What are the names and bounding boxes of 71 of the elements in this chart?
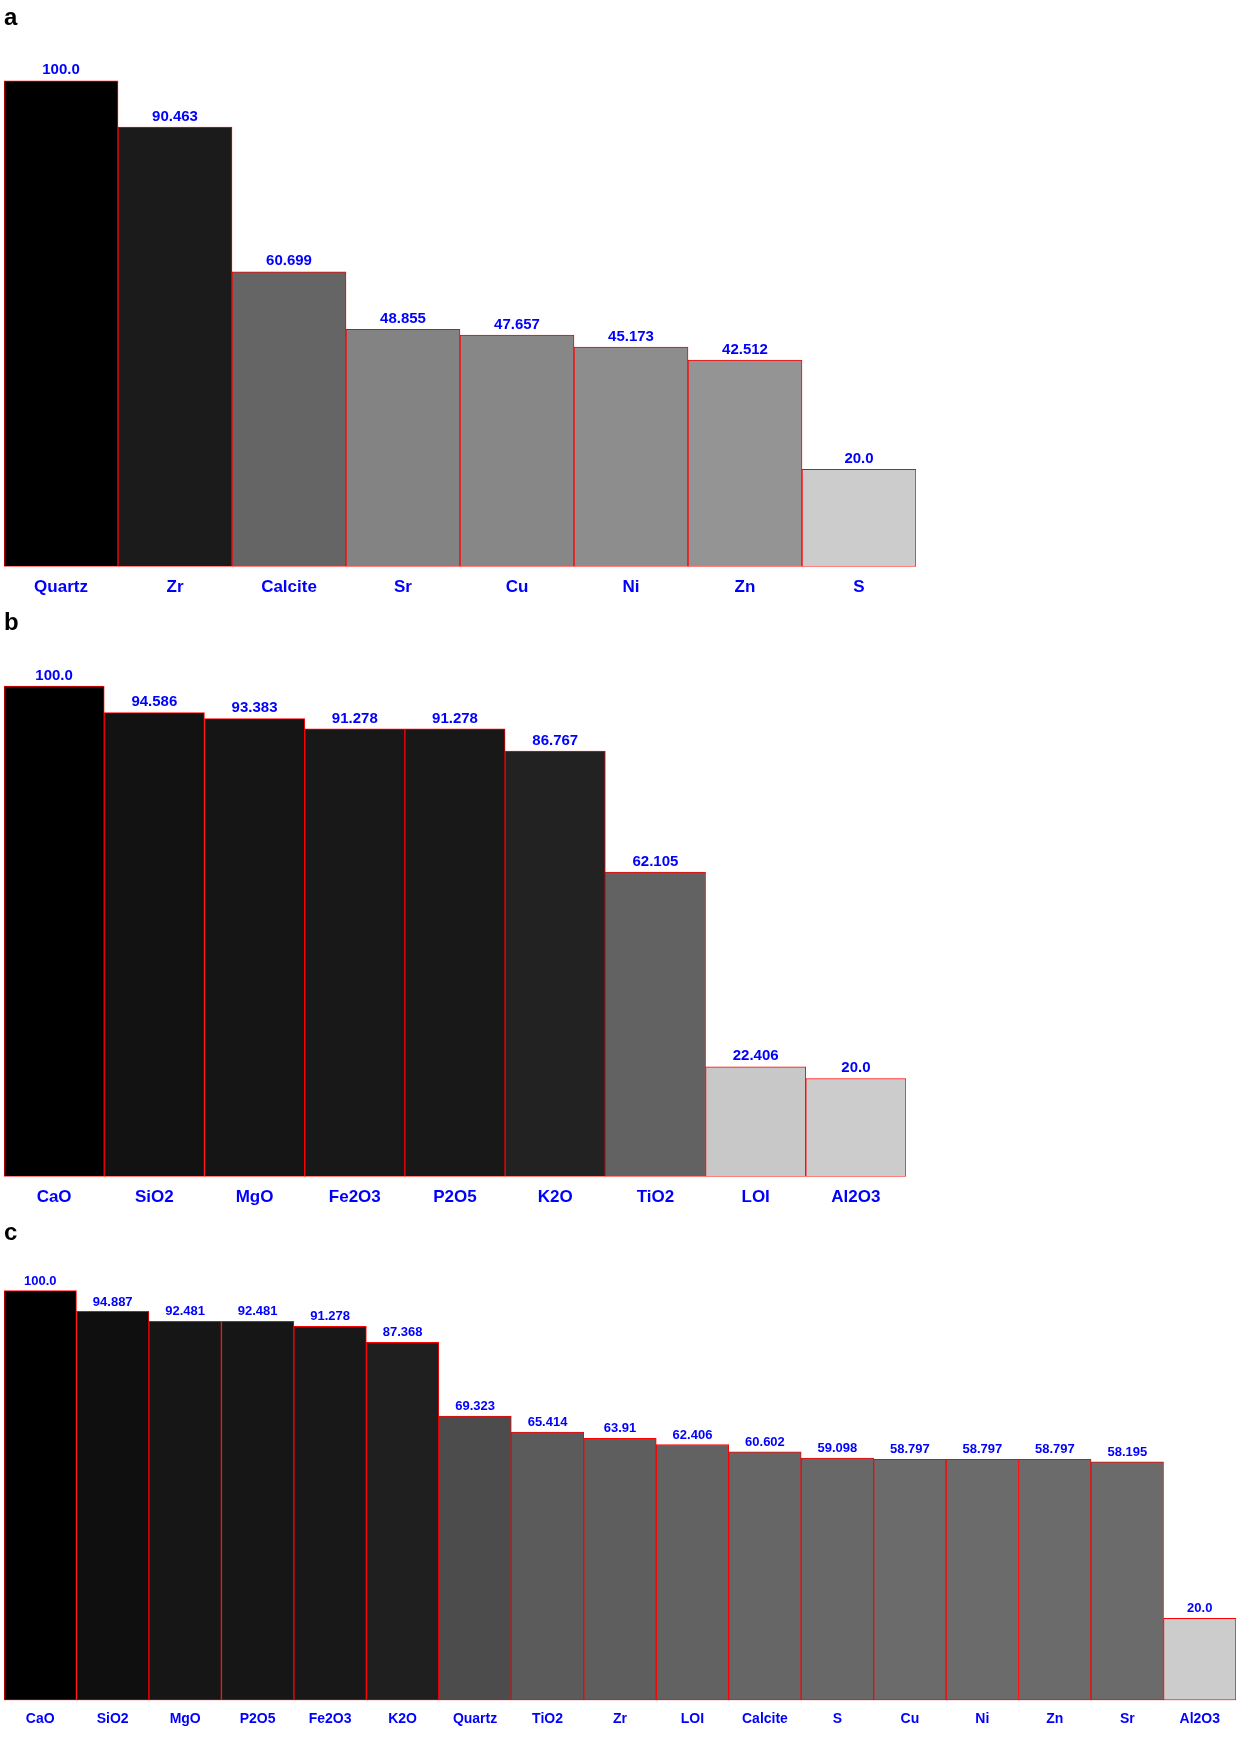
data-label: 62.406 <box>672 1426 713 1442</box>
x-tick-label: K2O <box>537 1187 573 1207</box>
x-tick-label: SiO2 <box>134 1187 174 1207</box>
data-label: 20.0 <box>841 1058 871 1076</box>
x-tick-label: Al2O3 <box>1179 1710 1221 1727</box>
x-tick-label: Ni <box>622 577 640 597</box>
data-label: 92.481 <box>165 1303 206 1319</box>
data-label: 63.91 <box>603 1420 637 1436</box>
x-tick-label: Ni <box>975 1710 990 1727</box>
x-tick-label: Zn <box>1046 1710 1064 1727</box>
data-label: 58.797 <box>1034 1441 1075 1457</box>
data-label: 91.278 <box>432 708 478 726</box>
data-label: 58.797 <box>890 1441 930 1457</box>
x-tick-label: Sr <box>394 577 413 597</box>
data-label: 20.0 <box>844 449 874 467</box>
data-label: 48.855 <box>380 308 426 326</box>
x-tick-label: SiO2 <box>96 1710 129 1727</box>
data-label: 94.586 <box>131 692 178 710</box>
x-tick-label: CaO <box>36 1187 72 1207</box>
data-label: 94.887 <box>92 1293 133 1309</box>
data-label: 91.278 <box>331 708 378 726</box>
data-label: 93.383 <box>231 698 278 716</box>
data-label: 60.699 <box>266 251 312 269</box>
x-tick-label: Calcite <box>741 1710 789 1727</box>
data-label: 87.368 <box>382 1324 423 1340</box>
x-tick-label: P2O5 <box>239 1710 276 1727</box>
chart-title: b <box>4 608 19 636</box>
x-tick-label: Cu <box>505 577 529 597</box>
chart-title: c <box>4 1218 18 1246</box>
data-label: 47.657 <box>494 314 540 332</box>
x-tick-label: Cu <box>900 1710 920 1727</box>
data-label: 69.323 <box>455 1398 495 1414</box>
x-tick-label: MgO <box>169 1710 201 1727</box>
data-label: 59.098 <box>817 1440 858 1456</box>
x-tick-label: Zr <box>166 577 184 597</box>
data-label: 100.0 <box>23 1272 57 1288</box>
data-label: 20.0 <box>1187 1600 1213 1616</box>
x-tick-label: Sr <box>1119 1710 1136 1727</box>
data-label: 100.0 <box>35 665 73 683</box>
data-label: 58.195 <box>1107 1443 1148 1459</box>
x-tick-label: Fe2O3 <box>308 1710 352 1727</box>
x-tick-label: Calcite <box>261 577 317 597</box>
x-tick-label: S <box>853 577 865 597</box>
x-tick-label: S <box>832 1710 843 1727</box>
data-label: 65.414 <box>527 1414 569 1430</box>
x-tick-label: P2O5 <box>433 1187 477 1207</box>
data-label: 42.512 <box>722 339 768 357</box>
data-label: 60.602 <box>745 1433 785 1449</box>
data-label: 62.105 <box>632 851 679 869</box>
data-label: 91.278 <box>310 1308 350 1324</box>
x-tick-label: TiO2 <box>532 1710 564 1727</box>
x-tick-label: K2O <box>388 1710 418 1727</box>
x-tick-label: Al2O3 <box>831 1187 881 1207</box>
data-label: 92.481 <box>237 1303 278 1319</box>
x-tick-label: Quartz <box>34 577 88 597</box>
x-tick-label: CaO <box>25 1710 55 1727</box>
data-label: 22.406 <box>732 1046 779 1064</box>
data-label: 86.767 <box>532 730 579 748</box>
data-label: 100.0 <box>42 60 80 78</box>
x-tick-label: LOI <box>680 1710 705 1727</box>
x-tick-label: Fe2O3 <box>328 1187 381 1207</box>
x-tick-label: Zr <box>613 1710 628 1727</box>
data-label: 90.463 <box>152 106 198 124</box>
x-tick-label: Zn <box>734 577 756 597</box>
x-tick-label: Quartz <box>452 1710 498 1727</box>
data-label: 58.797 <box>962 1441 1003 1457</box>
x-tick-label: LOI <box>741 1187 770 1207</box>
x-tick-label: MgO <box>235 1187 274 1207</box>
data-label: 45.173 <box>608 326 654 344</box>
chart-title: a <box>4 3 18 31</box>
x-tick-label: TiO2 <box>636 1187 675 1207</box>
